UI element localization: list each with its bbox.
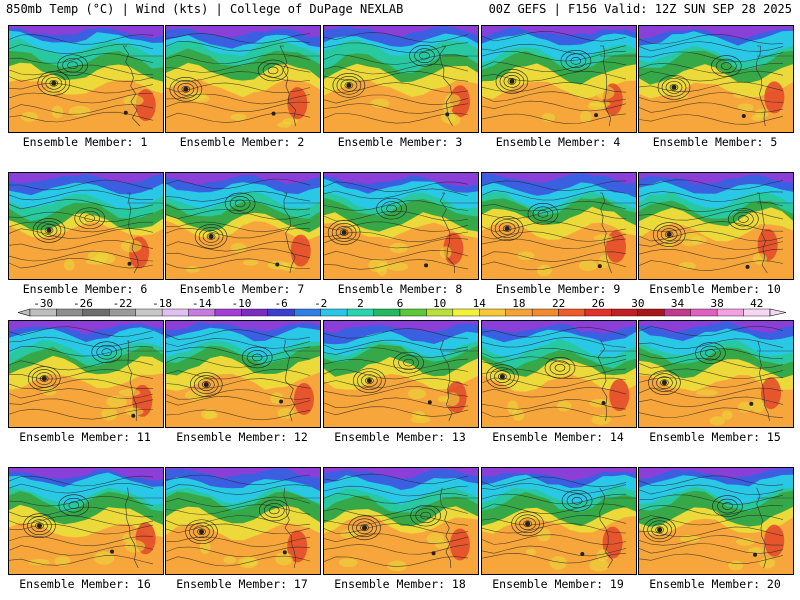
colorbar-segment — [426, 308, 454, 317]
colorbar-tick-label: -6 — [274, 297, 287, 310]
colorbar-segment — [267, 308, 295, 317]
ensemble-member-label-11: Ensemble Member: 11 — [19, 430, 151, 444]
colorbar-tick-label: -10 — [231, 297, 251, 310]
colorbar-tick-label: -22 — [113, 297, 133, 310]
colorbar-segment — [188, 308, 216, 317]
colorbar-segment — [29, 308, 57, 317]
colorbar-tick-label: -30 — [33, 297, 53, 310]
colorbar-left-arrow — [18, 308, 31, 317]
colorbar-segment — [294, 308, 321, 317]
ensemble-map-17 — [165, 467, 321, 575]
ensemble-map-14 — [481, 320, 637, 428]
colorbar-segment — [346, 308, 374, 317]
colorbar-segment — [664, 308, 691, 317]
colorbar-tick-label: -18 — [152, 297, 172, 310]
ensemble-map-19 — [481, 467, 637, 575]
colorbar-tick-label: 38 — [710, 297, 723, 310]
colorbar-segment — [161, 308, 189, 317]
colorbar-segment — [611, 308, 639, 317]
ensemble-member-label-16: Ensemble Member: 16 — [19, 577, 151, 591]
ensemble-map-2 — [165, 25, 321, 133]
colorbar-segment — [452, 308, 480, 317]
colorbar-segment — [82, 308, 110, 317]
colorbar-segment — [505, 308, 533, 317]
colorbar-segment — [716, 308, 744, 317]
chart-title: 850mb Temp (°C) | Wind (kts) | College o… — [6, 2, 404, 16]
ensemble-map-10 — [638, 172, 794, 280]
ensemble-map-7 — [165, 172, 321, 280]
temperature-colorbar: -30 -26 -22 -18 -14 -10 -6 -2 2 6 10 14 18 22 26 30 34 38… — [18, 297, 787, 317]
ensemble-member-label-10: Ensemble Member: 10 — [649, 282, 781, 296]
colorbar-segment — [479, 308, 506, 317]
colorbar-segment — [637, 308, 665, 317]
ensemble-map-4 — [481, 25, 637, 133]
ensemble-map-6 — [8, 172, 164, 280]
ensemble-map-1 — [8, 25, 164, 133]
ensemble-member-label-1: Ensemble Member: 1 — [22, 135, 148, 149]
ensemble-member-label-2: Ensemble Member: 2 — [179, 135, 305, 149]
colorbar-segment — [135, 308, 163, 317]
ensemble-member-label-18: Ensemble Member: 18 — [334, 577, 466, 591]
ensemble-member-label-5: Ensemble Member: 5 — [652, 135, 778, 149]
colorbar-segment — [241, 308, 269, 317]
ensemble-member-label-13: Ensemble Member: 13 — [334, 430, 466, 444]
colorbar-tick-label: -2 — [314, 297, 327, 310]
ensemble-member-label-9: Ensemble Member: 9 — [495, 282, 621, 296]
ensemble-map-12 — [165, 320, 321, 428]
ensemble-member-label-14: Ensemble Member: 14 — [492, 430, 624, 444]
colorbar-segment — [320, 308, 348, 317]
colorbar-tick-label: 6 — [397, 297, 404, 310]
colorbar-segment — [584, 308, 612, 317]
colorbar-tick-label: 34 — [671, 297, 685, 310]
ensemble-map-20 — [638, 467, 794, 575]
colorbar-segment — [399, 308, 427, 317]
ensemble-member-label-19: Ensemble Member: 19 — [492, 577, 624, 591]
colorbar-tick-label: 22 — [552, 297, 565, 310]
colorbar-segment — [56, 308, 84, 317]
ensemble-member-label-3: Ensemble Member: 3 — [337, 135, 463, 149]
colorbar-tick-label: 10 — [433, 297, 446, 310]
colorbar-segment — [373, 308, 401, 317]
ensemble-map-8 — [323, 172, 479, 280]
ensemble-map-5 — [638, 25, 794, 133]
colorbar-tick-label: 30 — [631, 297, 644, 310]
ensemble-map-16 — [8, 467, 164, 575]
colorbar-tick-label: 18 — [512, 297, 525, 310]
ensemble-map-15 — [638, 320, 794, 428]
colorbar-tick-label: 14 — [473, 297, 487, 310]
colorbar-tick-label: -26 — [73, 297, 93, 310]
colorbar-segment — [531, 308, 559, 317]
ensemble-map-9 — [481, 172, 637, 280]
ensemble-member-label-8: Ensemble Member: 8 — [337, 282, 463, 296]
colorbar-tick-label: 42 — [750, 297, 763, 310]
colorbar-right-arrow — [769, 308, 787, 317]
ensemble-member-label-15: Ensemble Member: 15 — [649, 430, 781, 444]
ensemble-map-18 — [323, 467, 479, 575]
colorbar-segment — [214, 308, 242, 317]
ensemble-member-label-20: Ensemble Member: 20 — [649, 577, 781, 591]
ensemble-member-label-17: Ensemble Member: 17 — [176, 577, 308, 591]
ensemble-map-11 — [8, 320, 164, 428]
ensemble-member-label-12: Ensemble Member: 12 — [176, 430, 308, 444]
valid-time: 00Z GEFS | F156 Valid: 12Z SUN SEP 28 20… — [488, 2, 792, 16]
ensemble-member-label-6: Ensemble Member: 6 — [22, 282, 148, 296]
colorbar-segment — [743, 308, 771, 317]
ensemble-map-13 — [323, 320, 479, 428]
ensemble-map-3 — [323, 25, 479, 133]
colorbar-segment — [690, 308, 718, 317]
colorbar-tick-label: -14 — [192, 297, 212, 310]
colorbar-segment — [558, 308, 586, 317]
colorbar-tick-label: 26 — [592, 297, 605, 310]
colorbar-segment — [109, 308, 136, 317]
colorbar-tick-label: 2 — [357, 297, 364, 310]
ensemble-member-label-4: Ensemble Member: 4 — [495, 135, 621, 149]
ensemble-member-label-7: Ensemble Member: 7 — [179, 282, 305, 296]
